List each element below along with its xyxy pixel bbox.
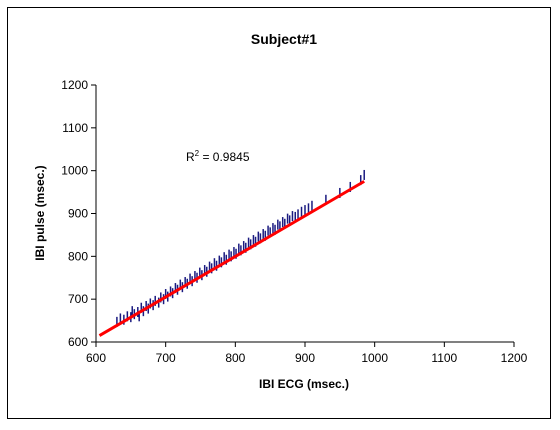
y-tick-label: 600: [68, 335, 88, 349]
y-axis-ticks: 600 700 800 900 1000 1100 1200: [61, 78, 96, 349]
x-tick-label: 1100: [431, 351, 457, 365]
y-tick-label: 800: [68, 249, 88, 263]
y-tick-label: 1200: [61, 78, 88, 92]
x-axis-ticks: 600 700 800 900 1000 1100 1200: [86, 342, 528, 365]
x-tick-label: 1200: [501, 351, 528, 365]
x-tick-label: 700: [156, 351, 176, 365]
x-tick-label: 800: [225, 351, 245, 365]
r-squared-annotation: R2 = 0.9845: [186, 149, 250, 164]
y-tick-label: 900: [68, 207, 88, 221]
regression-line: [98, 180, 365, 337]
y-tick-label: 700: [68, 292, 88, 306]
y-axis-title: IBI pulse (msec.): [33, 165, 47, 260]
r-squared-superscript: 2: [195, 149, 200, 158]
r-squared-prefix: R: [186, 150, 195, 164]
x-axis-title: IBI ECG (msec.): [259, 377, 349, 391]
x-tick-label: 900: [295, 351, 315, 365]
r-squared-value: = 0.9845: [199, 150, 250, 164]
y-tick-label: 1100: [62, 121, 88, 135]
x-tick-label: 600: [86, 351, 106, 365]
plot-area: 600 700 800 900 1000 1100 1200 600 700 800 900 100…: [61, 78, 527, 365]
x-tick-label: 1000: [361, 351, 388, 365]
y-tick-label: 1000: [61, 164, 88, 178]
chart-title: Subject#1: [251, 31, 317, 47]
chart-frame: [7, 7, 551, 419]
